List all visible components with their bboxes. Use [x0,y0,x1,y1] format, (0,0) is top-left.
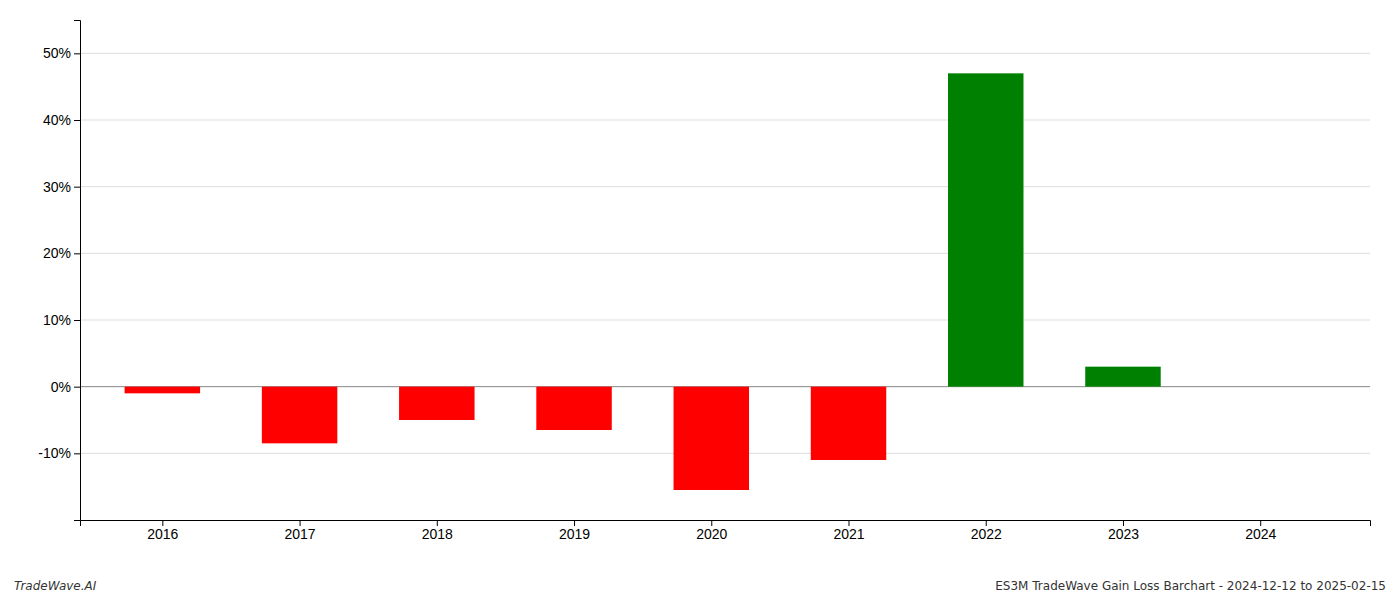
bar [811,387,886,460]
y-axis-line [74,21,81,521]
y-tick-mark [74,387,80,388]
y-tick-mark [74,187,80,188]
grid-line [80,186,1370,187]
bar [399,387,474,420]
footer-left: TradeWave.AI [14,579,97,593]
x-tick-label: 2017 [284,526,315,542]
chart: -10% 0% 10% 20% 30% 40% 50% 2016 2017 2018 2019 202… [0,0,1400,600]
x-tick-label: 2018 [422,526,453,542]
x-tick-label: 2023 [1108,526,1139,542]
y-tick: -10% [38,445,80,461]
grid-line [80,320,1370,321]
grid-line [80,253,1370,254]
y-tick-label: 30% [43,179,71,195]
bar [674,387,749,490]
x-tick: 2016 [147,520,178,542]
bars [125,73,1161,490]
x-tick-label: 2020 [696,526,727,542]
y-tick-mark [74,120,80,121]
footer-right: ES3M TradeWave Gain Loss Barchart - 2024… [995,579,1386,593]
x-tick: 2017 [284,520,315,542]
y-axis: -10% 0% 10% 20% 30% 40% 50% [38,21,80,521]
x-tick: 2023 [1108,520,1139,542]
x-tick: 2018 [422,520,453,542]
x-tick-label: 2021 [833,526,864,542]
x-tick-label: 2019 [559,526,590,542]
y-tick-label: 10% [43,312,71,328]
x-tick: 2020 [696,520,727,542]
y-tick-mark [74,453,80,454]
bar [1222,386,1297,387]
x-axis: 2016 2017 2018 2019 2020 2021 2022 2023 2024 [81,520,1371,542]
y-tick-label: 0% [51,379,71,395]
grid-line [80,53,1370,54]
y-tick-label: 40% [43,112,71,128]
y-tick: 20% [43,245,80,261]
y-tick: 50% [43,45,80,61]
x-tick: 2021 [833,520,864,542]
y-tick-label: 50% [43,45,71,61]
x-tick-label: 2016 [147,526,178,542]
bar [948,73,1023,386]
bar [125,387,200,394]
y-tick: 30% [43,179,80,195]
x-tick-label: 2024 [1245,526,1276,542]
y-tick-label: 20% [43,245,71,261]
y-tick-mark [74,253,80,254]
x-tick: 2019 [559,520,590,542]
bar [536,387,611,430]
y-tick: 40% [43,112,80,128]
x-tick: 2024 [1245,520,1276,542]
y-tick-mark [74,320,80,321]
bar [262,387,337,444]
y-tick: 10% [43,312,80,328]
y-tick-label: -10% [38,445,71,461]
y-tick-mark [74,53,80,54]
grid-line [80,120,1370,121]
x-tick: 2022 [971,520,1002,542]
bar [1085,367,1160,387]
x-tick-label: 2022 [971,526,1002,542]
plot: -10% 0% 10% 20% 30% 40% 50% 2016 2017 2018 2019 202… [38,21,1370,542]
y-tick: 0% [51,379,80,395]
